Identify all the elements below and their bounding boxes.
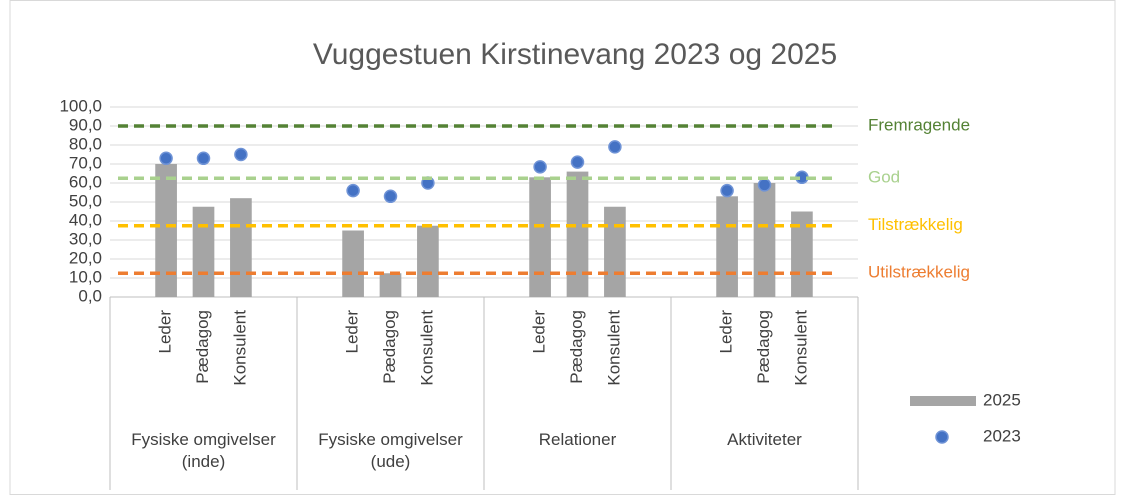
bar <box>192 206 215 297</box>
legend-swatch <box>935 430 949 444</box>
bar <box>529 177 551 297</box>
x-tick-label: Pædagog <box>754 310 773 384</box>
x-tick-label: Konsulent <box>791 310 810 386</box>
bar <box>230 198 252 297</box>
chart-title: Vuggestuen Kirstinevang 2023 og 2025 <box>313 38 837 71</box>
bar <box>753 183 776 297</box>
x-tick-label: Konsulent <box>604 310 623 386</box>
y-tick-label: 90,0 <box>69 115 102 134</box>
y-tick-label: 40,0 <box>69 210 102 229</box>
y-tick-label: 70,0 <box>69 153 102 172</box>
legend-swatch <box>910 396 976 406</box>
reference-label: Utilstrækkelig <box>868 263 970 282</box>
x-tick-label: Konsulent <box>417 310 436 386</box>
x-tick-label: Pædagog <box>380 310 399 384</box>
dot <box>608 140 622 154</box>
bar <box>155 164 177 297</box>
x-tick-label: Leder <box>156 310 175 354</box>
legend-label: 2023 <box>983 426 1021 445</box>
bar <box>791 211 813 297</box>
bar <box>716 196 738 297</box>
y-tick-label: 20,0 <box>69 248 102 267</box>
dot <box>720 183 734 198</box>
legend-label: 2025 <box>983 390 1021 409</box>
group-label: Fysiske omgivelser (ude) <box>318 430 463 471</box>
dot <box>533 160 547 174</box>
dot <box>196 151 211 166</box>
bar <box>379 273 402 297</box>
x-tick-label: Pædagog <box>193 310 212 384</box>
dot <box>383 189 398 204</box>
y-tick-label: 10,0 <box>69 267 102 286</box>
dot <box>570 155 585 169</box>
group-label: Aktiviteter <box>727 430 802 449</box>
dot <box>159 151 173 166</box>
bar <box>566 171 589 297</box>
y-tick-label: 50,0 <box>69 191 102 210</box>
bar <box>604 206 626 297</box>
group-label: Relationer <box>538 430 617 449</box>
reference-label: God <box>868 168 900 187</box>
bar <box>342 230 364 297</box>
x-tick-label: Leder <box>717 310 736 354</box>
dot <box>346 183 360 198</box>
x-tick-label: Konsulent <box>230 310 249 386</box>
y-tick-label: 30,0 <box>69 229 102 248</box>
reference-label: Fremragende <box>868 115 970 134</box>
y-tick-label: 80,0 <box>69 134 102 153</box>
y-tick-label: 60,0 <box>69 172 102 191</box>
dot <box>757 178 772 192</box>
group-label: Fysiske omgivelser (inde) <box>131 430 276 471</box>
reference-label: Tilstrækkelig <box>868 215 963 234</box>
x-tick-label: Leder <box>343 310 362 354</box>
x-tick-label: Pædagog <box>567 310 586 384</box>
x-tick-label: Leder <box>530 310 549 354</box>
dot <box>234 147 248 162</box>
y-tick-label: 0,0 <box>78 286 102 305</box>
bar <box>417 225 439 297</box>
y-tick-label: 100,0 <box>59 96 102 115</box>
